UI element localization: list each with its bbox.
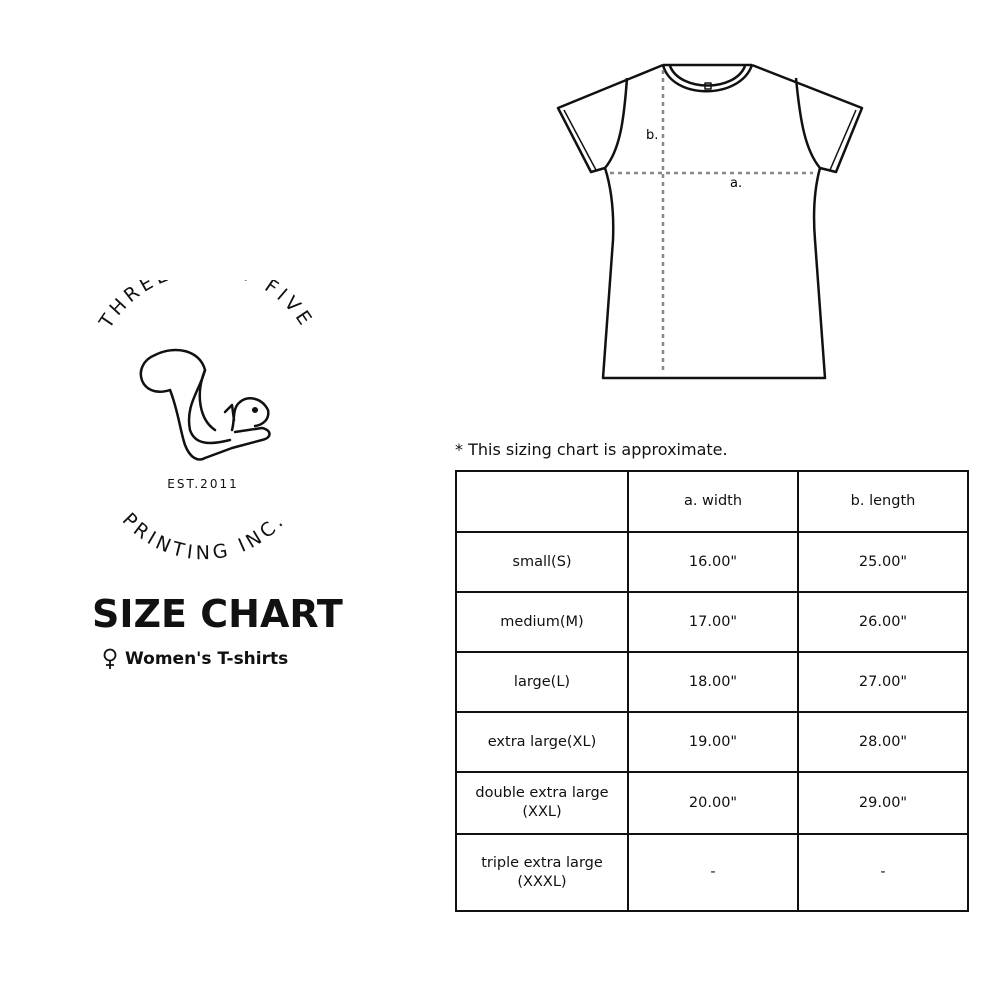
width-cell: 17.00" xyxy=(627,591,799,653)
table-row: small(S) 16.00" 25.00" xyxy=(455,531,969,593)
length-label: b. xyxy=(646,128,658,143)
female-symbol-icon xyxy=(103,648,117,669)
header-length: b. length xyxy=(797,470,969,533)
logo-established: EST.2011 xyxy=(167,477,238,491)
width-cell: 18.00" xyxy=(627,651,799,713)
header-size xyxy=(455,470,629,533)
width-cell: 20.00" xyxy=(627,771,799,835)
length-cell: 25.00" xyxy=(797,531,969,593)
length-cell: - xyxy=(797,833,969,912)
size-cell: small(S) xyxy=(455,531,629,593)
table-row: double extra large (XXL) 20.00" 29.00" xyxy=(455,771,969,835)
length-cell: 27.00" xyxy=(797,651,969,713)
length-cell: 28.00" xyxy=(797,711,969,773)
brand-logo: THREE SIXTY FIVE PRINTING INC. EST.2011 xyxy=(95,280,314,560)
table-row: medium(M) 17.00" 26.00" xyxy=(455,591,969,653)
size-cell: double extra large (XXL) xyxy=(455,771,629,835)
logo-bottom-text: PRINTING INC. xyxy=(118,509,290,560)
table-row: extra large(XL) 19.00" 28.00" xyxy=(455,711,969,773)
squirrel-icon xyxy=(139,348,271,461)
length-cell: 26.00" xyxy=(797,591,969,653)
size-table: a. width b. length small(S) 16.00" 25.00… xyxy=(455,470,969,912)
length-cell: 29.00" xyxy=(797,771,969,835)
width-cell: 19.00" xyxy=(627,711,799,773)
width-label: a. xyxy=(730,176,742,191)
size-cell: medium(M) xyxy=(455,591,629,653)
width-cell: 16.00" xyxy=(627,531,799,593)
width-cell: - xyxy=(627,833,799,912)
table-header-row: a. width b. length xyxy=(455,470,969,533)
header-width: a. width xyxy=(627,470,799,533)
subtitle-text: Women's T-shirts xyxy=(125,649,289,669)
sizing-note: * This sizing chart is approximate. xyxy=(455,440,728,459)
size-cell: large(L) xyxy=(455,651,629,713)
table-row: large(L) 18.00" 27.00" xyxy=(455,651,969,713)
table-row: triple extra large (XXXL) - - xyxy=(455,833,969,912)
size-cell: extra large(XL) xyxy=(455,711,629,773)
shirt-outline xyxy=(556,63,864,380)
page-title: SIZE CHART xyxy=(92,592,343,636)
size-cell: triple extra large (XXXL) xyxy=(455,833,629,912)
tshirt-diagram: b. a. xyxy=(556,63,864,380)
subtitle: Women's T-shirts xyxy=(103,648,288,670)
